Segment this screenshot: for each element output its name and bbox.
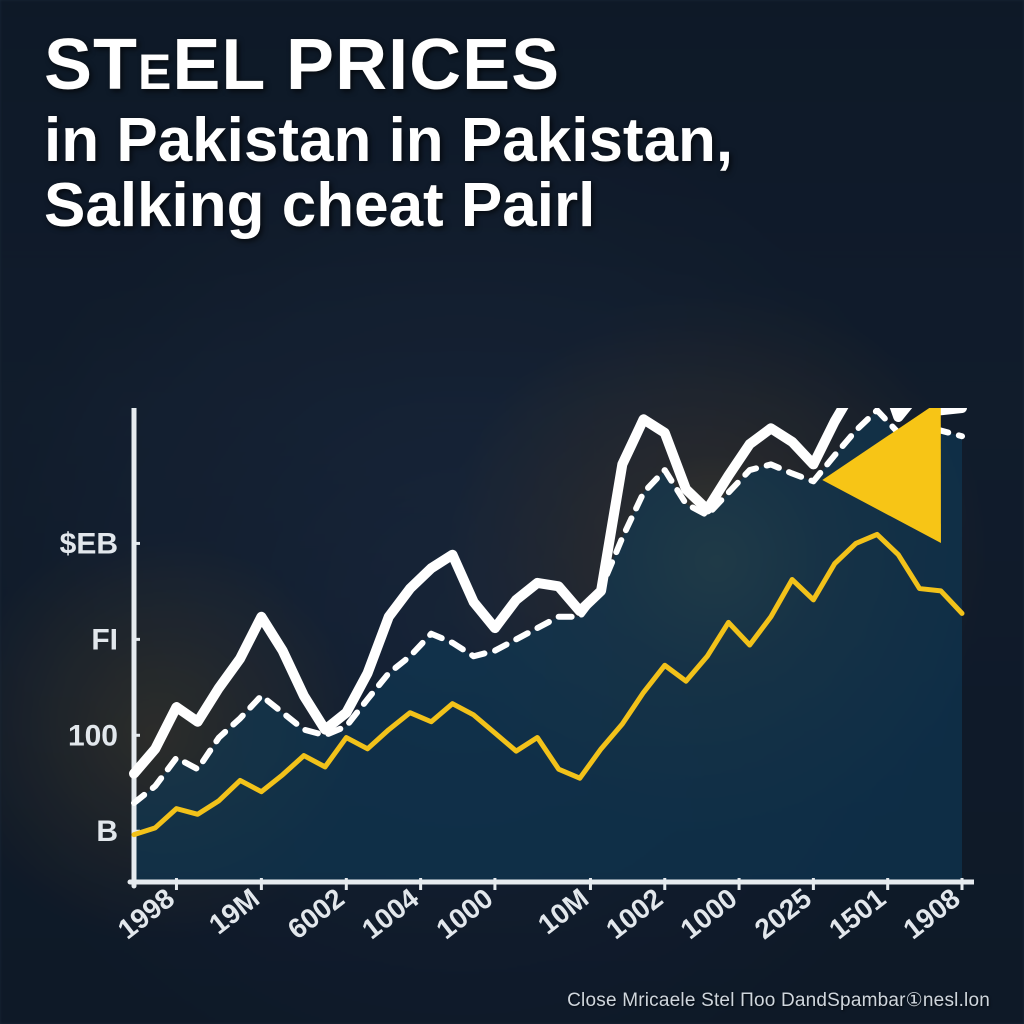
chart: $EBFI100B199819M60021004100010M100210002… bbox=[48, 408, 974, 948]
x-tick-group: 1002 bbox=[600, 882, 668, 945]
x-tick-label: 1000 bbox=[430, 882, 498, 945]
x-tick-label: 1501 bbox=[823, 882, 891, 945]
y-tick-label: FI bbox=[91, 623, 118, 656]
x-tick-group: 1000 bbox=[675, 882, 743, 945]
x-tick-label: 10M bbox=[532, 882, 594, 940]
chart-svg: $EBFI100B199819M60021004100010M100210002… bbox=[48, 408, 974, 968]
x-tick-label: 2025 bbox=[749, 882, 817, 945]
title-line-3: Salking cheat Pairl bbox=[44, 173, 964, 238]
x-tick-group: 19M bbox=[203, 882, 265, 940]
y-tick-label: 100 bbox=[68, 719, 118, 752]
x-tick-label: 1004 bbox=[356, 882, 425, 945]
x-tick-label: 19M bbox=[203, 882, 265, 940]
x-tick-group: 2025 bbox=[749, 882, 817, 945]
x-tick-label: 1002 bbox=[600, 882, 668, 945]
x-tick-label: 1998 bbox=[112, 882, 180, 945]
x-tick-group: 1004 bbox=[356, 882, 425, 945]
y-tick-label: B bbox=[96, 815, 118, 848]
x-tick-group: 10M bbox=[532, 882, 594, 940]
title-line-2: in Pakistan in Pakistan, bbox=[44, 108, 964, 173]
x-tick-group: 1000 bbox=[430, 882, 498, 945]
x-tick-label: 1000 bbox=[675, 882, 743, 945]
footer-credit: Close Mricaele Stel Пoo DandSpambar①nesl… bbox=[567, 989, 990, 1012]
title-block: STeEL PRICES in Pakistan in Pakistan, Sa… bbox=[44, 28, 964, 238]
x-tick-label: 6002 bbox=[282, 882, 350, 945]
x-tick-label: 1908 bbox=[898, 882, 966, 945]
x-tick-group: 1998 bbox=[112, 882, 180, 945]
title-line-1: STeEL PRICES bbox=[44, 28, 964, 104]
x-tick-group: 1501 bbox=[823, 882, 891, 945]
x-tick-group: 6002 bbox=[282, 882, 350, 945]
x-tick-group: 1908 bbox=[898, 882, 966, 945]
y-tick-label: $EB bbox=[60, 527, 118, 560]
